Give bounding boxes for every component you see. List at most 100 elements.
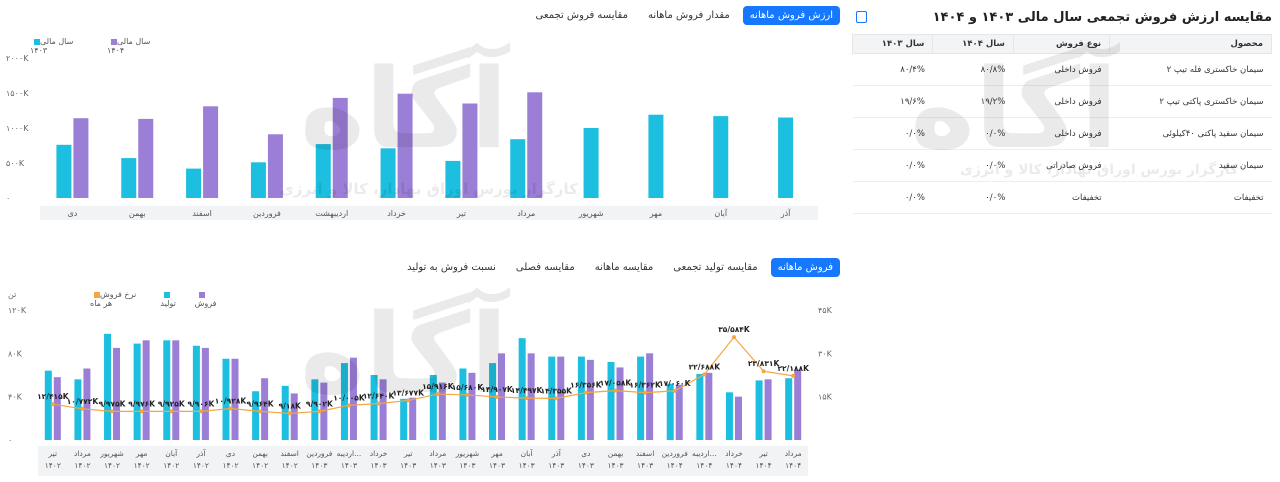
legend-item-1404[interactable]: سال مالی ۱۴۰۴ (107, 37, 151, 55)
x-tick-year: ۱۴۰۲ (104, 461, 120, 470)
rate-point (346, 403, 351, 408)
x-tick-label: شهریور (578, 209, 604, 218)
x-tick-month: اسفند (281, 449, 299, 458)
tab-cumulative-sales-comparison[interactable]: مقایسه فروش تجمعی (535, 10, 628, 21)
x-tick-month: مرداد (74, 449, 91, 458)
bottom-chart-legend: فروش تولید نرخ فروش هر ماه (90, 290, 220, 308)
cell-product: سیمان سفید (1109, 149, 1272, 182)
bar-1404 (397, 93, 413, 198)
bar-production (113, 347, 121, 440)
legend-item-sales[interactable]: فروش (195, 290, 220, 308)
left-tick-label: ۴۰K (8, 393, 23, 402)
y-tick-label: ۲۰۰۰K (6, 54, 29, 63)
bar-production (675, 384, 683, 440)
x-tick-year: ۱۴۰۲ (252, 461, 268, 470)
legend-item-production[interactable]: تولید (160, 290, 180, 308)
bar-1403 (510, 139, 526, 198)
tab-monthly-comparison[interactable]: مقایسه ماهانه (594, 262, 654, 273)
x-tick-month: دی (581, 449, 590, 458)
rate-point (495, 394, 500, 399)
x-tick-year: ۱۴۰۴ (756, 461, 772, 470)
cell-1403: ۰/۰% (852, 117, 933, 150)
x-tick-year: ۱۴۰۳ (519, 461, 535, 470)
x-tick-month: آبان (521, 448, 534, 458)
bar-production (379, 379, 387, 440)
bar-sales (44, 370, 52, 440)
cell-product: سیمان خاکستری پاکتی تیپ ۲ (1109, 85, 1272, 118)
tab-monthly-sales-value[interactable]: ارزش فروش ماهانه (742, 6, 840, 25)
cell-1403: ۰/۰% (852, 181, 933, 214)
x-tick-month: مرداد (785, 449, 802, 458)
col-sale-type: نوع فروش (1012, 34, 1111, 54)
bar-sales (725, 392, 733, 440)
bar-sales (340, 363, 348, 440)
rate-point (406, 398, 411, 403)
rate-data-label: ۱۵/۹۱۶K (422, 382, 455, 391)
rate-data-label: ۱۷/۰۵۸K (600, 379, 633, 388)
x-tick-month: مهر (135, 449, 148, 458)
cell-product: سیمان سفید پاکتی ۴۰کیلوئی (1109, 117, 1272, 150)
table-row: سیمان خاکستری پاکتی تیپ ۲ فروش داخلی ۱۹/… (852, 85, 1272, 118)
tab-monthly-sales[interactable]: فروش ماهانه (770, 258, 840, 277)
tab-seasonal-comparison[interactable]: مقایسه فصلی (515, 262, 575, 273)
x-tick-month: فروردین (662, 449, 689, 458)
col-year-1403: سال ۱۴۰۳ (851, 34, 934, 54)
bar-production (734, 396, 742, 440)
rate-data-label: ۳۵/۵۸۴K (718, 325, 751, 334)
bar-1404 (138, 118, 154, 198)
bottom-combo-chart: ۰ ۴۰K ۸۰K ۱۲۰K ۱۵K ۳۰K ۴۵K تیر ۱۴۰۲ مرداد ۱۴۰۲ شهری… (8, 306, 833, 476)
bar-production (320, 382, 328, 440)
legend-item-rate[interactable]: نرخ فروش هر ماه (90, 290, 137, 308)
x-tick-month: مهر (490, 449, 503, 458)
right-tick-label: ۱۵K (818, 393, 833, 402)
y-tick-label: ۵۰۰K (6, 159, 25, 168)
x-tick-label: اردیبهشت (315, 209, 348, 218)
export-icon[interactable] (856, 11, 867, 23)
bar-1403 (121, 158, 137, 198)
table-row: سیمان سفید پاکتی ۴۰کیلوئی فروش داخلی ۰/۰… (852, 117, 1272, 150)
cell-product: تخفیفات (1109, 181, 1272, 214)
bar-production (142, 340, 150, 440)
x-tick-year: ۱۴۰۲ (282, 461, 298, 470)
tab-monthly-sales-quantity[interactable]: مقدار فروش ماهانه (647, 10, 730, 21)
rate-point (524, 396, 529, 401)
x-tick-month: تیر (758, 449, 768, 458)
rate-point (554, 396, 559, 401)
tab-cumulative-production[interactable]: مقایسه تولید تجمعی (673, 262, 758, 273)
y-tick-label: ۱۰۰۰K (6, 124, 29, 133)
comparison-table: محصول نوع فروش سال ۱۴۰۴ سال ۱۴۰۳ سیمان خ… (851, 34, 1272, 214)
rate-data-label: ۱۷/۰۶۰K (659, 379, 692, 388)
x-tick-label: مهر (649, 209, 662, 218)
bar-production (794, 369, 802, 440)
bar-1403 (583, 128, 599, 198)
rate-point (50, 402, 55, 407)
rate-point (198, 409, 203, 414)
x-tick-label: اسفند (192, 209, 212, 218)
bar-1404 (462, 103, 478, 198)
rate-point (583, 390, 588, 395)
bar-sales (459, 368, 467, 440)
bar-sales (74, 379, 82, 440)
rate-point (80, 406, 85, 411)
rate-data-label: ۹/۹۷۵K (99, 399, 127, 408)
rate-data-label: ۱۶/۳۶۲K (629, 381, 662, 390)
rate-point (258, 409, 263, 414)
rate-point (672, 388, 677, 393)
top-chart-legend: سال مالی ۱۴۰۴ سال مالی ۱۴۰۳ (30, 37, 170, 55)
left-tick-label: ۸۰K (8, 349, 23, 358)
rate-point (643, 390, 648, 395)
tab-sales-production-ratio[interactable]: نسبت فروش به تولید (407, 262, 496, 273)
bar-production (586, 359, 594, 440)
bar-production (261, 378, 269, 440)
bottom-chart-tabs: فروش ماهانه مقایسه تولید تجمعی مقایسه ما… (407, 258, 840, 277)
x-tick-year: ۱۴۰۳ (341, 461, 357, 470)
legend-item-1403[interactable]: سال مالی ۱۴۰۳ (30, 37, 74, 55)
bar-production (438, 382, 446, 440)
rate-data-label: ۱۴/۴۹۷K (511, 386, 544, 395)
x-tick-month: آذر (195, 448, 206, 458)
bar-sales (311, 379, 319, 440)
rate-data-label: ۱۵/۶۸۰K (452, 383, 485, 392)
x-tick-label: آذر (780, 208, 791, 218)
table-row: سیمان خاکستری فله تیپ ۲ فروش داخلی ۸۰/۸%… (852, 53, 1272, 86)
x-tick-year: ۱۴۰۳ (489, 461, 505, 470)
